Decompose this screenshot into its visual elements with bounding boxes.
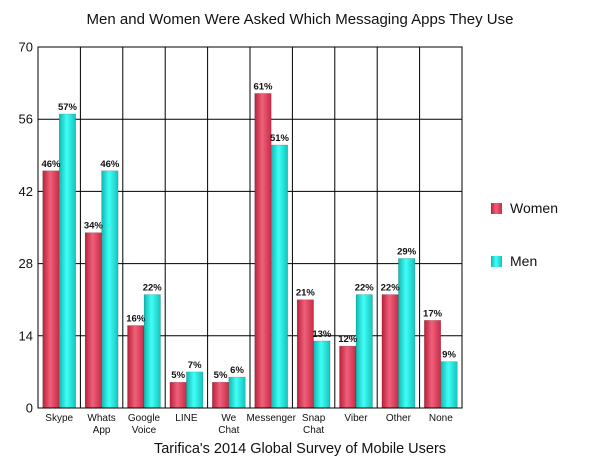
data-label-men: 46% (100, 159, 120, 170)
bar-women (381, 294, 399, 409)
data-label-women: 34% (84, 221, 104, 232)
legend-label-women: Women (510, 200, 558, 216)
bar-men (355, 294, 373, 409)
legend: Women Men (491, 200, 558, 269)
data-labels: 46%57%34%46%16%22%5%7%5% 6%61%51%21%13% 12… (41, 81, 456, 381)
bar-men (101, 170, 119, 409)
y-tick-label: 56 (19, 112, 33, 127)
data-label-women: 46% (41, 159, 61, 170)
category-label: Whats (87, 413, 115, 424)
category-label: We (221, 413, 236, 424)
bar-men (440, 361, 458, 409)
bar-women (254, 93, 272, 409)
data-label-men: 6% (230, 365, 244, 376)
bar-women (296, 299, 314, 409)
bar-women (84, 232, 102, 409)
bar-men (58, 113, 76, 409)
data-label-men: 22% (143, 283, 163, 294)
data-label-women: 17% (423, 308, 443, 319)
legend-swatch-men (491, 256, 502, 267)
data-label-men: 22% (355, 283, 375, 294)
bars (42, 93, 458, 409)
x-axis-label: Tarifica's 2014 Global Survey of Mobile … (154, 441, 446, 457)
bar-men (143, 294, 161, 409)
bar-men (270, 144, 288, 409)
data-label-men: 7% (188, 360, 202, 371)
category-label: Chat (218, 425, 239, 436)
bar-women (339, 345, 357, 409)
bar-women (212, 381, 230, 409)
data-label-men: 9% (442, 350, 456, 361)
data-label-men: 29% (397, 246, 417, 257)
data-label-men: 51% (270, 133, 290, 144)
category-label: Messenger (246, 413, 296, 424)
y-tick-label: 28 (19, 256, 33, 271)
data-label-women: 5% (214, 370, 228, 381)
legend-swatch-women (491, 203, 502, 214)
category-label: Skype (45, 413, 73, 424)
bar-women (42, 170, 60, 409)
bar-women (169, 381, 187, 409)
category-label: Snap (302, 413, 326, 424)
category-label: Viber (344, 413, 368, 424)
data-label-men: 57% (58, 102, 78, 113)
bar-men (313, 340, 331, 409)
data-label-women: 12% (338, 334, 358, 345)
y-tick-label: 14 (19, 328, 33, 343)
category-label: Other (386, 413, 412, 424)
y-tick-label: 0 (26, 401, 33, 416)
bar-men (186, 371, 204, 409)
plot-border (37, 46, 463, 409)
category-label: None (429, 413, 453, 424)
data-label-women: 61% (253, 81, 273, 92)
bar-men (398, 258, 416, 409)
data-label-women: 16% (126, 313, 146, 324)
chart-title: Men and Women Were Asked Which Messaging… (87, 11, 514, 28)
category-label: Chat (303, 425, 324, 436)
data-label-women: 5% (171, 370, 185, 381)
y-tick-label: 70 (19, 40, 33, 55)
category-label: App (93, 425, 111, 436)
y-tick-label: 42 (19, 184, 33, 199)
category-label: Google (128, 413, 161, 424)
bar-women (127, 325, 145, 409)
category-label: Voice (132, 425, 157, 436)
bar-men (228, 376, 246, 409)
data-label-women: 21% (296, 288, 316, 299)
bar-women (424, 320, 442, 409)
legend-label-men: Men (510, 253, 537, 269)
data-label-women: 22% (381, 283, 401, 294)
category-label: LINE (175, 413, 198, 424)
y-axis-ticks: 0 14 28 42 56 70 (19, 40, 33, 416)
data-label-men: 13% (312, 329, 332, 340)
